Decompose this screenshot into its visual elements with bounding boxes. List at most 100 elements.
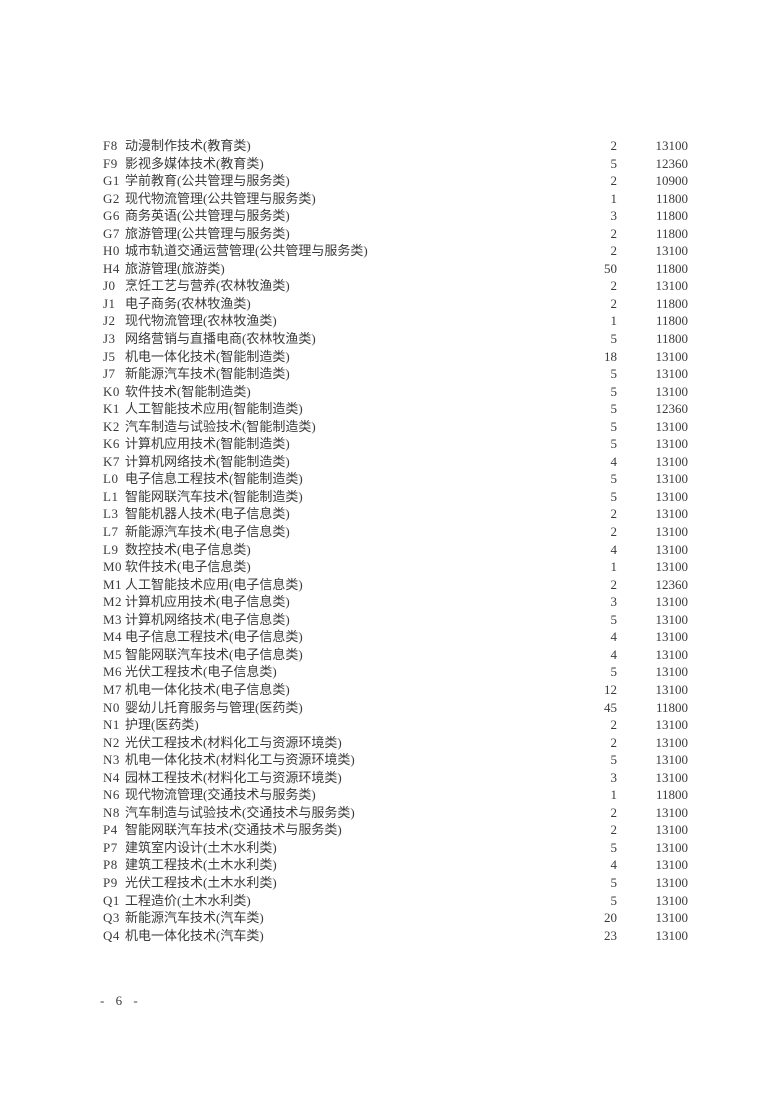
program-name: 现代物流管理(公共管理与服务类) [125, 190, 316, 206]
program-name: 电子信息工程技术(智能制造类) [125, 471, 303, 487]
table-row: J0 烹饪工艺与营养(农林牧渔类) 2 13100 [103, 277, 688, 295]
program-code: H0 [103, 243, 120, 259]
program-name: 智能机器人技术(电子信息类) [125, 506, 290, 522]
fee-value: 13100 [655, 857, 689, 873]
program-code: L0 [103, 471, 119, 487]
quota-value: 1 [610, 787, 618, 803]
table-row: M7 机电一体化技术(电子信息类) 12 13100 [103, 681, 688, 699]
program-name: 智能网联汽车技术(智能制造类) [125, 488, 303, 504]
fee-value: 13100 [655, 524, 689, 540]
table-row: M5 智能网联汽车技术(电子信息类) 4 13100 [103, 646, 688, 664]
quota-value: 2 [610, 173, 618, 189]
quota-value: 2 [610, 804, 618, 820]
fee-value: 11800 [655, 260, 688, 276]
quota-value: 2 [610, 506, 618, 522]
quota-value: 4 [610, 629, 618, 645]
program-name: 园林工程技术(材料化工与资源环境类) [125, 769, 342, 785]
table-row: G6 商务英语(公共管理与服务类) 3 11800 [103, 207, 688, 225]
fee-value: 13100 [655, 418, 689, 434]
table-row: P7 建筑室内设计(土木水利类) 5 13100 [103, 839, 688, 857]
fee-value: 13100 [655, 348, 689, 364]
fee-value: 11800 [655, 225, 688, 241]
fee-value: 11800 [655, 190, 688, 206]
program-code: K1 [103, 401, 120, 417]
program-code: P7 [103, 839, 118, 855]
program-name: 工程造价(土木水利类) [125, 892, 251, 908]
fee-value: 13100 [655, 541, 689, 557]
quota-value: 23 [604, 927, 617, 943]
program-code: G6 [103, 208, 120, 224]
program-code: M3 [103, 611, 123, 627]
program-name: 商务英语(公共管理与服务类) [125, 208, 290, 224]
program-code: H4 [103, 260, 120, 276]
program-name: 网络营销与直播电商(农林牧渔类) [125, 331, 316, 347]
fee-value: 13100 [655, 559, 689, 575]
fee-value: 13100 [655, 436, 689, 452]
program-code: G7 [103, 225, 120, 241]
quota-value: 5 [610, 401, 618, 417]
fee-value: 13100 [655, 453, 689, 469]
table-row: M4 电子信息工程技术(电子信息类) 4 13100 [103, 628, 688, 646]
program-name: 影视多媒体技术(教育类) [125, 155, 264, 171]
program-code: G2 [103, 190, 120, 206]
table-row: P9 光伏工程技术(土木水利类) 5 13100 [103, 874, 688, 892]
program-code: L7 [103, 524, 119, 540]
program-code: N1 [103, 717, 120, 733]
quota-value: 5 [610, 839, 618, 855]
quota-value: 5 [610, 471, 618, 487]
table-row: M2 计算机应用技术(电子信息类) 3 13100 [103, 593, 688, 611]
quota-value: 1 [610, 559, 618, 575]
table-row: N0 婴幼儿托育服务与管理(医药类) 45 11800 [103, 699, 688, 717]
program-code: K6 [103, 436, 120, 452]
quota-value: 45 [604, 699, 617, 715]
program-name: 电子信息工程技术(电子信息类) [125, 629, 303, 645]
table-row: L1 智能网联汽车技术(智能制造类) 5 13100 [103, 488, 688, 506]
fee-value: 13100 [655, 594, 689, 610]
program-name: 建筑工程技术(土木水利类) [125, 857, 277, 873]
program-code: P8 [103, 857, 118, 873]
program-name: 数控技术(电子信息类) [125, 541, 251, 557]
program-code: J1 [103, 295, 116, 311]
program-code: M1 [103, 576, 123, 592]
fee-value: 13100 [655, 664, 689, 680]
quota-value: 5 [610, 418, 618, 434]
quota-value: 4 [610, 857, 618, 873]
fee-value: 13100 [655, 506, 689, 522]
fee-value: 13100 [655, 927, 689, 943]
quota-value: 5 [610, 892, 618, 908]
program-name: 光伏工程技术(土木水利类) [125, 874, 277, 890]
quota-value: 3 [610, 208, 618, 224]
program-code: M0 [103, 559, 123, 575]
fee-value: 13100 [655, 804, 689, 820]
program-code: M2 [103, 594, 123, 610]
fee-value: 13100 [655, 243, 689, 259]
fee-value: 12360 [655, 576, 689, 592]
program-code: N2 [103, 734, 120, 750]
quota-value: 4 [610, 541, 618, 557]
table-row: N6 现代物流管理(交通技术与服务类) 1 11800 [103, 786, 688, 804]
program-name: 机电一体化技术(电子信息类) [125, 681, 290, 697]
program-code: M5 [103, 646, 123, 662]
quota-value: 3 [610, 594, 618, 610]
program-name: 现代物流管理(交通技术与服务类) [125, 787, 316, 803]
quota-value: 2 [610, 734, 618, 750]
table-row: F8 动漫制作技术(教育类) 2 13100 [103, 137, 688, 155]
fee-value: 13100 [655, 138, 689, 153]
fee-value: 13100 [655, 611, 689, 627]
program-code: Q3 [103, 910, 120, 926]
table-row: G2 现代物流管理(公共管理与服务类) 1 11800 [103, 190, 688, 208]
program-code: N6 [103, 787, 120, 803]
program-name: 旅游管理(公共管理与服务类) [125, 225, 290, 241]
program-code: N4 [103, 769, 120, 785]
quota-value: 2 [610, 278, 618, 294]
quota-value: 2 [610, 576, 618, 592]
quota-value: 5 [610, 488, 618, 504]
table-row: N4 园林工程技术(材料化工与资源环境类) 3 13100 [103, 769, 688, 787]
quota-value: 5 [610, 752, 618, 768]
fee-value: 11800 [655, 787, 688, 803]
program-name: 动漫制作技术(教育类) [125, 138, 251, 153]
program-code: L1 [103, 488, 119, 504]
fee-value: 13100 [655, 681, 689, 697]
table-row: L3 智能机器人技术(电子信息类) 2 13100 [103, 505, 688, 523]
